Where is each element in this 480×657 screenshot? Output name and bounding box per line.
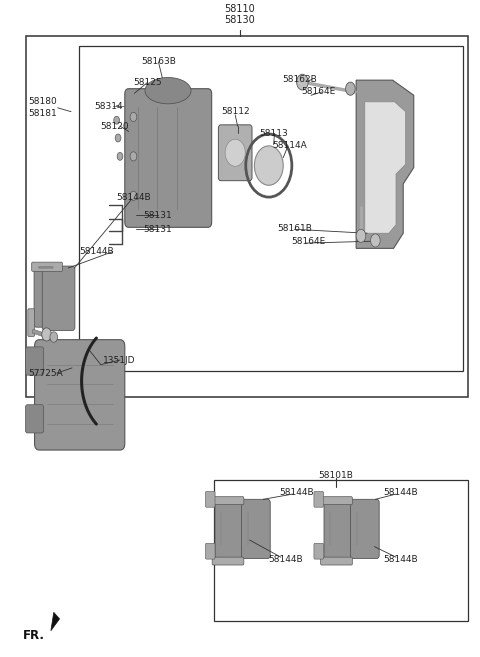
Text: 58144B: 58144B: [268, 555, 302, 564]
Circle shape: [130, 191, 137, 200]
Circle shape: [130, 112, 137, 122]
Circle shape: [115, 134, 121, 142]
Text: 58110: 58110: [225, 5, 255, 14]
Circle shape: [297, 74, 308, 90]
Circle shape: [114, 116, 120, 124]
Text: 58101B: 58101B: [319, 470, 353, 480]
Text: 57725A: 57725A: [28, 369, 62, 378]
Text: FR.: FR.: [23, 629, 45, 643]
Circle shape: [130, 152, 137, 161]
Text: 58130: 58130: [225, 15, 255, 25]
FancyBboxPatch shape: [212, 497, 244, 505]
Text: 58114A: 58114A: [273, 141, 307, 150]
FancyBboxPatch shape: [321, 497, 352, 505]
Ellipse shape: [254, 146, 283, 185]
Text: 58144B: 58144B: [383, 488, 418, 497]
Polygon shape: [356, 80, 414, 248]
Polygon shape: [365, 102, 406, 233]
Text: 58144B: 58144B: [79, 247, 114, 256]
Text: 58144B: 58144B: [279, 488, 314, 497]
Text: 1351JD: 1351JD: [103, 355, 136, 365]
Text: 58314: 58314: [95, 102, 123, 111]
FancyBboxPatch shape: [215, 499, 244, 558]
Text: 58164E: 58164E: [291, 237, 325, 246]
Circle shape: [42, 328, 51, 341]
FancyBboxPatch shape: [241, 499, 270, 558]
FancyBboxPatch shape: [42, 266, 75, 330]
FancyBboxPatch shape: [25, 405, 44, 433]
Polygon shape: [51, 612, 60, 631]
FancyBboxPatch shape: [25, 347, 44, 375]
Circle shape: [371, 234, 380, 247]
FancyBboxPatch shape: [125, 89, 212, 227]
Circle shape: [356, 229, 366, 242]
Circle shape: [346, 82, 355, 95]
Text: 58181: 58181: [28, 108, 57, 118]
Text: 58113: 58113: [259, 129, 288, 138]
FancyBboxPatch shape: [34, 269, 63, 327]
FancyBboxPatch shape: [32, 262, 62, 271]
Text: 58120: 58120: [100, 122, 129, 131]
Text: 58180: 58180: [28, 97, 57, 106]
FancyBboxPatch shape: [350, 499, 379, 558]
Text: 58163B: 58163B: [142, 57, 177, 66]
FancyBboxPatch shape: [212, 557, 244, 565]
Text: 58144B: 58144B: [383, 555, 418, 564]
FancyBboxPatch shape: [218, 125, 252, 181]
Text: 58131: 58131: [143, 211, 172, 220]
FancyBboxPatch shape: [28, 309, 35, 336]
FancyBboxPatch shape: [205, 543, 215, 559]
Circle shape: [50, 332, 58, 342]
Text: 58164E: 58164E: [301, 87, 336, 97]
FancyBboxPatch shape: [314, 491, 324, 507]
FancyBboxPatch shape: [35, 340, 125, 450]
FancyBboxPatch shape: [314, 543, 324, 559]
Circle shape: [117, 152, 123, 160]
Text: 58161B: 58161B: [277, 224, 312, 233]
Ellipse shape: [225, 139, 245, 166]
FancyBboxPatch shape: [205, 491, 215, 507]
Text: 58125: 58125: [133, 78, 162, 87]
Text: 58112: 58112: [222, 107, 251, 116]
Ellipse shape: [145, 78, 191, 104]
Text: 58162B: 58162B: [282, 75, 317, 84]
FancyBboxPatch shape: [324, 499, 353, 558]
FancyBboxPatch shape: [321, 557, 352, 565]
FancyArrow shape: [32, 329, 57, 341]
Text: 58131: 58131: [143, 225, 172, 234]
Text: 58144B: 58144B: [116, 193, 151, 202]
